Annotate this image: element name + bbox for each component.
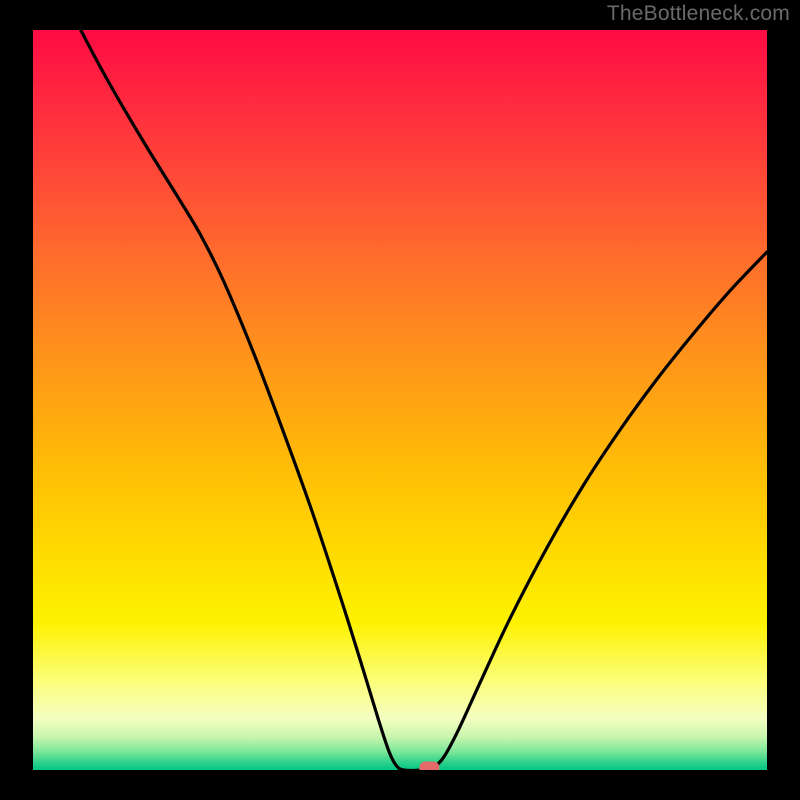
chart-container: TheBottleneck.com — [0, 0, 800, 800]
bottleneck-chart — [0, 0, 800, 800]
